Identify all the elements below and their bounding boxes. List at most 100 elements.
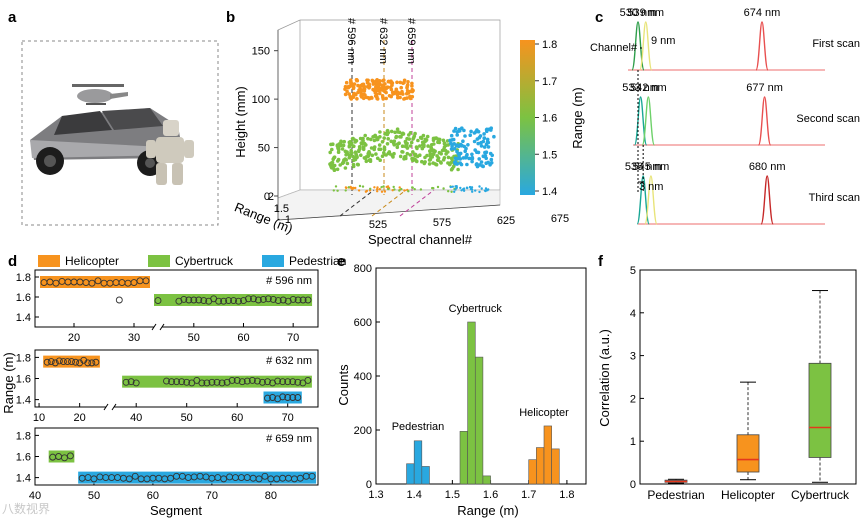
tick-label: 3 (630, 351, 636, 363)
cloud-point (466, 143, 470, 147)
channel-label: # 632 nm (377, 18, 389, 64)
tick-label: 50 (88, 490, 100, 502)
cloud-point (396, 95, 400, 100)
tick-label: 1.3 (368, 489, 383, 501)
cloud-point (429, 143, 434, 147)
tick-label: 1.8 (16, 272, 31, 284)
floor-point (344, 189, 347, 192)
cloud-point (420, 146, 425, 151)
cloud-point (421, 133, 426, 138)
tick-label: 0 (264, 191, 270, 203)
segment-point (154, 297, 162, 305)
segment-point (289, 295, 297, 303)
cloud-point (482, 145, 487, 149)
floor-point (373, 186, 376, 189)
cloud-point (406, 80, 410, 84)
floor-point (471, 190, 474, 193)
channel-floor-line (339, 189, 375, 217)
cloud-point (410, 94, 415, 99)
box (736, 434, 760, 473)
cloud-point (365, 81, 370, 85)
segment-point (185, 296, 193, 304)
segment-point (243, 377, 251, 385)
segment-point (233, 376, 241, 384)
cloud-point (412, 135, 416, 140)
tick-label: 1.7 (521, 489, 536, 501)
cloud-point (408, 144, 413, 148)
cloud-point (359, 141, 364, 146)
cloud-point (380, 140, 385, 144)
segment-point (220, 475, 228, 483)
legend: Helicopter Cybertruck Pedestrian (38, 254, 346, 268)
segment-point (55, 357, 63, 365)
floor-point (453, 190, 456, 193)
cloud-point (462, 128, 466, 133)
cloud-point (436, 158, 440, 163)
cloud-point (446, 155, 451, 160)
cloud-point (455, 130, 460, 134)
cloud-point (476, 129, 481, 134)
segment-point (183, 378, 191, 386)
segment-point (92, 358, 100, 366)
cloud-point (443, 148, 448, 153)
range-ticks: 11.52 (268, 191, 291, 226)
cloud-point (352, 91, 357, 96)
cloud-point (477, 135, 482, 140)
axis-break-gap (106, 404, 114, 410)
segment-point (220, 297, 228, 305)
axis-break (111, 403, 117, 411)
tick-label: 1.5 (445, 489, 460, 501)
segment-point (284, 394, 292, 401)
cloud-point (441, 138, 446, 143)
cloud-point (428, 149, 432, 153)
segment-point (240, 297, 247, 305)
cloud-point (342, 158, 346, 162)
floor-point (349, 185, 352, 189)
segment-point (308, 472, 316, 480)
cloud-point (387, 94, 392, 98)
segment-point (255, 475, 263, 483)
tick-label: 0 (366, 479, 372, 491)
segment-point (180, 295, 188, 303)
cloud-point (416, 138, 420, 143)
spectral-peak (641, 96, 656, 146)
cloud-point (456, 167, 460, 172)
cloud-point (449, 156, 454, 161)
tick-label: 1.8 (16, 352, 31, 364)
cloud-point (332, 167, 336, 171)
tick-label: 60 (147, 490, 159, 502)
cloud-point (360, 88, 364, 92)
floor-point (392, 185, 395, 189)
cloud-point (366, 136, 370, 141)
tick-label: 400 (354, 371, 372, 383)
cloud-point (479, 144, 484, 148)
cloud-point (483, 153, 488, 158)
cloud-point (371, 135, 375, 139)
cloud-point (343, 166, 348, 170)
panel-label-d: d (8, 253, 17, 270)
cloud-point (422, 139, 427, 144)
cloud-point (386, 79, 391, 84)
segment-point (264, 295, 272, 303)
cloud-point (336, 150, 341, 154)
cloud-point (400, 89, 404, 94)
cloud-point (470, 159, 474, 164)
cloud-point (425, 153, 429, 158)
spectral-peak (639, 21, 653, 71)
cloud-point (446, 143, 451, 147)
tick-label: 80 (265, 490, 277, 502)
channel-floor-line (371, 189, 407, 217)
cloud-point (483, 150, 487, 155)
cloud-point (409, 140, 414, 145)
cloud-point (402, 97, 406, 101)
cloud-point (383, 132, 387, 136)
panel-label-c: c (595, 9, 603, 26)
tick-label: 2 (268, 191, 274, 203)
cloud-point (385, 142, 390, 146)
cloud-point (439, 161, 443, 165)
cloud-point (339, 143, 343, 148)
cloud-point (492, 134, 496, 139)
cloud-point (482, 136, 487, 141)
tick-label: 1.4 (16, 395, 31, 407)
legend-swatch (148, 255, 170, 267)
